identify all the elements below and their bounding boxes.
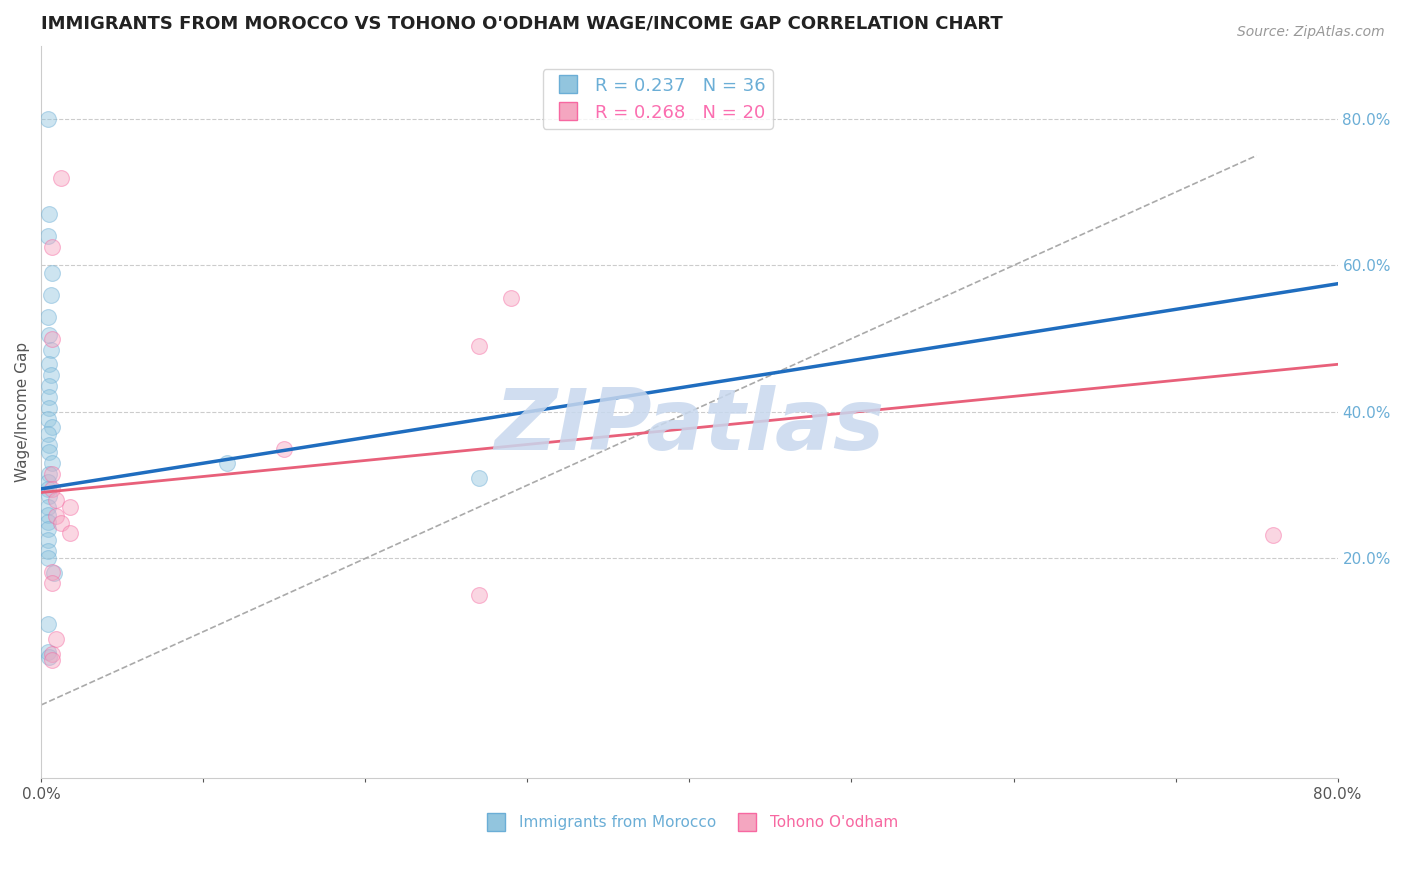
Point — [45, 508, 67, 523]
Text: Source: ZipAtlas.com: Source: ZipAtlas.com — [1237, 25, 1385, 39]
Point — [41, 467, 63, 482]
Point — [37, 544, 59, 558]
Point — [37, 475, 59, 489]
Point — [37, 515, 59, 529]
Point — [37, 412, 59, 426]
Point — [45, 492, 67, 507]
Point — [467, 588, 489, 602]
Point — [38, 390, 60, 404]
Point — [37, 112, 59, 126]
Point — [45, 632, 67, 646]
Point — [37, 522, 59, 536]
Point — [37, 482, 59, 496]
Point — [41, 575, 63, 590]
Point — [467, 471, 489, 485]
Point — [37, 645, 59, 659]
Point — [38, 650, 60, 665]
Point — [467, 339, 489, 353]
Point — [37, 617, 59, 632]
Point — [37, 533, 59, 548]
Point — [41, 240, 63, 254]
Point — [38, 401, 60, 416]
Point — [41, 419, 63, 434]
Point — [38, 328, 60, 343]
Point — [37, 310, 59, 324]
Point — [38, 489, 60, 503]
Point — [49, 516, 72, 531]
Point — [37, 500, 59, 515]
Point — [41, 332, 63, 346]
Point — [41, 456, 63, 470]
Point — [59, 500, 82, 515]
Point — [217, 456, 239, 470]
Point — [501, 292, 523, 306]
Point — [42, 566, 65, 580]
Point — [37, 551, 59, 566]
Point — [38, 207, 60, 221]
Point — [41, 647, 63, 661]
Point — [41, 482, 63, 496]
Y-axis label: Wage/Income Gap: Wage/Income Gap — [15, 342, 30, 482]
Point — [38, 467, 60, 482]
Point — [41, 565, 63, 579]
Point — [38, 379, 60, 393]
Point — [38, 445, 60, 459]
Point — [41, 266, 63, 280]
Point — [38, 357, 60, 371]
Point — [49, 170, 72, 185]
Point — [41, 652, 63, 666]
Point — [1261, 528, 1284, 542]
Point — [39, 343, 62, 357]
Point — [37, 426, 59, 441]
Point — [38, 438, 60, 452]
Point — [39, 287, 62, 301]
Point — [273, 442, 295, 456]
Point — [59, 525, 82, 540]
Legend: Immigrants from Morocco, Tohono O'odham: Immigrants from Morocco, Tohono O'odham — [475, 809, 904, 837]
Point — [39, 368, 62, 383]
Text: ZIPatlas: ZIPatlas — [495, 385, 884, 468]
Point — [37, 229, 59, 244]
Text: IMMIGRANTS FROM MOROCCO VS TOHONO O'ODHAM WAGE/INCOME GAP CORRELATION CHART: IMMIGRANTS FROM MOROCCO VS TOHONO O'ODHA… — [41, 15, 1002, 33]
Point — [37, 508, 59, 522]
